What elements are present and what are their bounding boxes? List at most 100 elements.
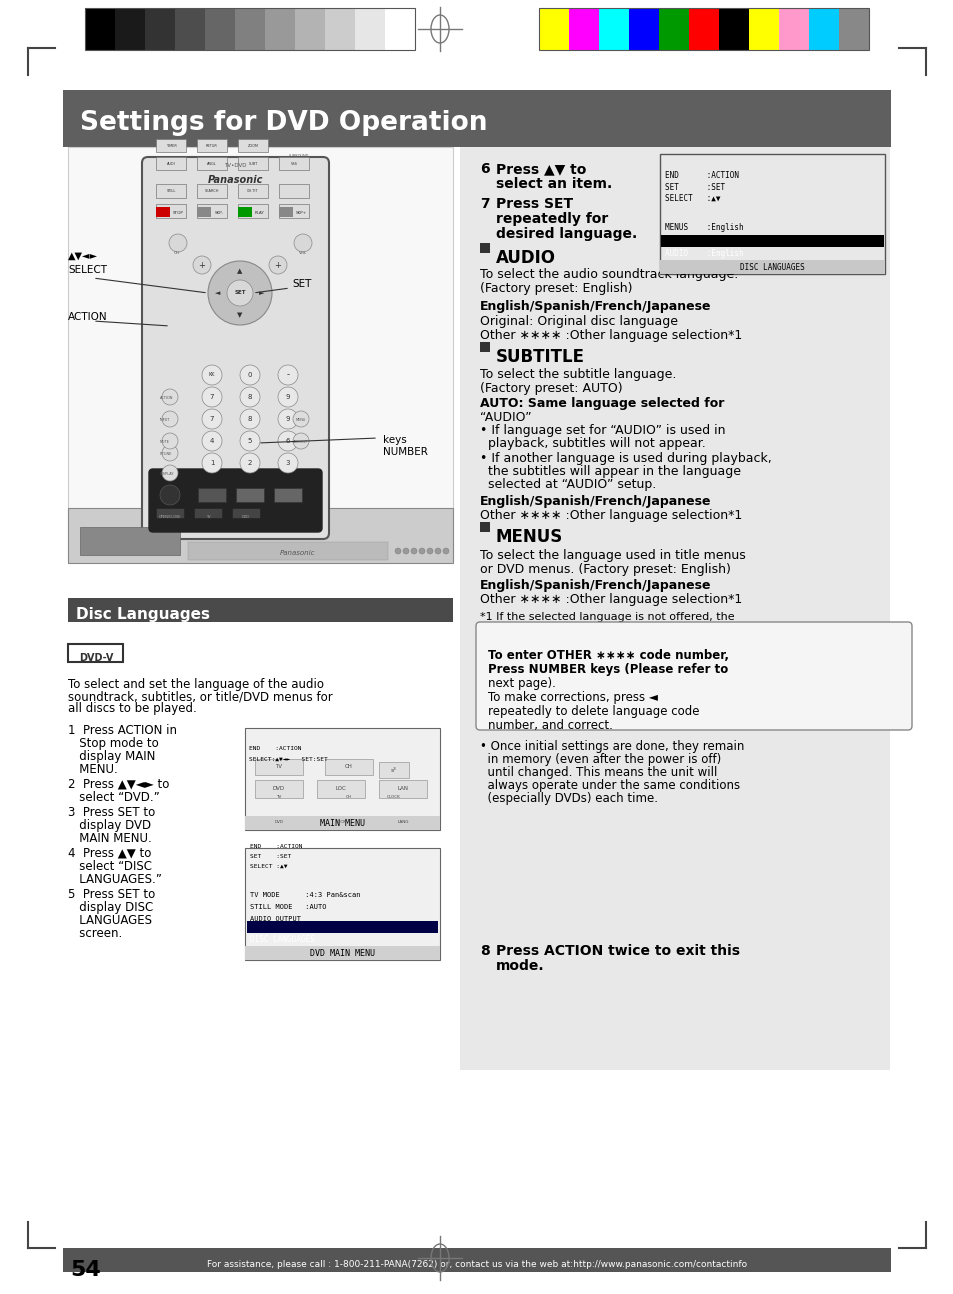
Text: 54: 54 (70, 1260, 101, 1280)
Text: To enter OTHER ∗∗∗∗ code number,: To enter OTHER ∗∗∗∗ code number, (488, 650, 728, 663)
Bar (538, 8, 568, 50)
Circle shape (162, 389, 178, 405)
Text: Press ACTION twice to exit this: Press ACTION twice to exit this (496, 945, 740, 958)
Text: 6: 6 (479, 162, 489, 176)
Bar (156, 184, 186, 198)
Text: P-TUNE: P-TUNE (160, 452, 172, 455)
Text: SEARCH: SEARCH (205, 189, 219, 193)
Text: Other ∗∗∗∗ :Other language selection*1: Other ∗∗∗∗ :Other language selection*1 (479, 329, 741, 342)
Bar (237, 138, 268, 151)
Bar (196, 157, 227, 170)
Bar (156, 509, 184, 518)
Bar (156, 207, 170, 217)
Text: 0: 0 (248, 371, 252, 378)
Bar (278, 204, 309, 217)
Bar (325, 760, 373, 775)
Text: AUTO: Same language selected for: AUTO: Same language selected for (479, 397, 723, 410)
Bar (237, 157, 268, 170)
Text: SELECT: SELECT (68, 265, 107, 276)
Text: ACTION: ACTION (160, 396, 173, 400)
Bar (237, 204, 268, 217)
Bar (294, 8, 325, 50)
Circle shape (435, 547, 440, 554)
Text: SET      :SET: SET :SET (664, 182, 724, 192)
Text: To make corrections, press ◄: To make corrections, press ◄ (488, 691, 658, 704)
Text: 8: 8 (248, 415, 252, 422)
Circle shape (427, 547, 433, 554)
Text: CH: CH (173, 251, 180, 255)
Text: END    :ACTION: END :ACTION (250, 844, 302, 849)
Circle shape (411, 547, 416, 554)
Text: STILL MODE   :AUTO: STILL MODE :AUTO (250, 905, 326, 910)
Text: SUBTITLE: SUBTITLE (496, 348, 584, 366)
Circle shape (227, 280, 253, 305)
Text: 1: 1 (210, 459, 214, 466)
Text: SURROUND: SURROUND (289, 154, 309, 158)
Text: MAIN MENU.: MAIN MENU. (68, 832, 152, 845)
Circle shape (162, 433, 178, 449)
Bar (205, 8, 234, 50)
Text: MENUS: MENUS (496, 528, 562, 546)
Text: SELECT   :▲▼: SELECT :▲▼ (664, 194, 720, 202)
Text: KK: KK (209, 373, 215, 378)
Text: Settings for DVD Operation: Settings for DVD Operation (80, 110, 487, 136)
Text: soundtrack, subtitles, or title/DVD menus for: soundtrack, subtitles, or title/DVD menu… (68, 690, 333, 703)
FancyBboxPatch shape (142, 157, 329, 540)
Bar (245, 729, 439, 829)
Text: PLAY: PLAY (254, 211, 265, 215)
Text: Panasonic: Panasonic (207, 175, 262, 185)
Text: • If another language is used during playback,: • If another language is used during pla… (479, 452, 771, 465)
Text: • If language set for “AUDIO” is used in: • If language set for “AUDIO” is used in (479, 424, 724, 437)
Bar (68, 644, 123, 663)
Bar (779, 8, 808, 50)
Bar (254, 760, 303, 775)
Text: SELECT :▲▼: SELECT :▲▼ (250, 863, 287, 868)
Text: TV•DVD: TV•DVD (224, 163, 246, 168)
Text: LANG: LANG (396, 820, 408, 824)
FancyBboxPatch shape (476, 622, 911, 730)
Text: Other ∗∗∗∗ :Other language selection*1: Other ∗∗∗∗ :Other language selection*1 (479, 509, 741, 521)
Bar (232, 509, 260, 518)
Text: 8: 8 (479, 945, 489, 958)
Bar (568, 8, 598, 50)
Bar (196, 184, 227, 198)
Bar (245, 817, 439, 829)
Text: 4: 4 (210, 437, 214, 444)
Text: ZOOM: ZOOM (247, 144, 258, 148)
Text: (especially DVDs) each time.: (especially DVDs) each time. (479, 792, 658, 805)
Bar (838, 8, 868, 50)
Text: DISC LANGUAGES: DISC LANGUAGES (740, 263, 804, 272)
Bar (254, 780, 303, 798)
Text: Other ∗∗∗∗ :Other language selection*1: Other ∗∗∗∗ :Other language selection*1 (479, 593, 741, 606)
Text: AUDI: AUDI (167, 162, 175, 166)
Circle shape (240, 431, 260, 452)
Text: ADD/CLT: ADD/CLT (294, 440, 308, 444)
Bar (80, 527, 180, 555)
Bar (234, 8, 265, 50)
Text: next page).: next page). (488, 677, 556, 690)
Text: or DVD menus. (Factory preset: English): or DVD menus. (Factory preset: English) (479, 563, 730, 576)
Text: Panasonic: Panasonic (280, 550, 315, 556)
Text: CLOCK: CLOCK (387, 795, 400, 798)
Bar (245, 946, 439, 960)
Bar (628, 8, 659, 50)
Circle shape (293, 433, 309, 449)
Text: playback, subtitles will not appear.: playback, subtitles will not appear. (479, 437, 705, 450)
Circle shape (202, 387, 222, 408)
Bar (378, 762, 409, 778)
Text: 5  Press SET to: 5 Press SET to (68, 888, 155, 901)
Bar (115, 8, 145, 50)
Text: ANGL: ANGL (207, 162, 216, 166)
Text: STOP: STOP (172, 211, 183, 215)
Text: 3: 3 (286, 459, 290, 466)
Text: Stop mode to: Stop mode to (68, 738, 158, 751)
Text: repeatedly for: repeatedly for (496, 212, 608, 226)
Text: ▲: ▲ (237, 268, 242, 274)
Text: display MAIN: display MAIN (68, 751, 155, 763)
Text: SKP-: SKP- (214, 211, 223, 215)
Text: CH: CH (346, 795, 352, 798)
Text: 1  Press ACTION in: 1 Press ACTION in (68, 725, 177, 738)
Text: CH.TIT: CH.TIT (247, 189, 258, 193)
Text: Press ▲▼ to: Press ▲▼ to (496, 162, 586, 176)
Bar (316, 780, 365, 798)
